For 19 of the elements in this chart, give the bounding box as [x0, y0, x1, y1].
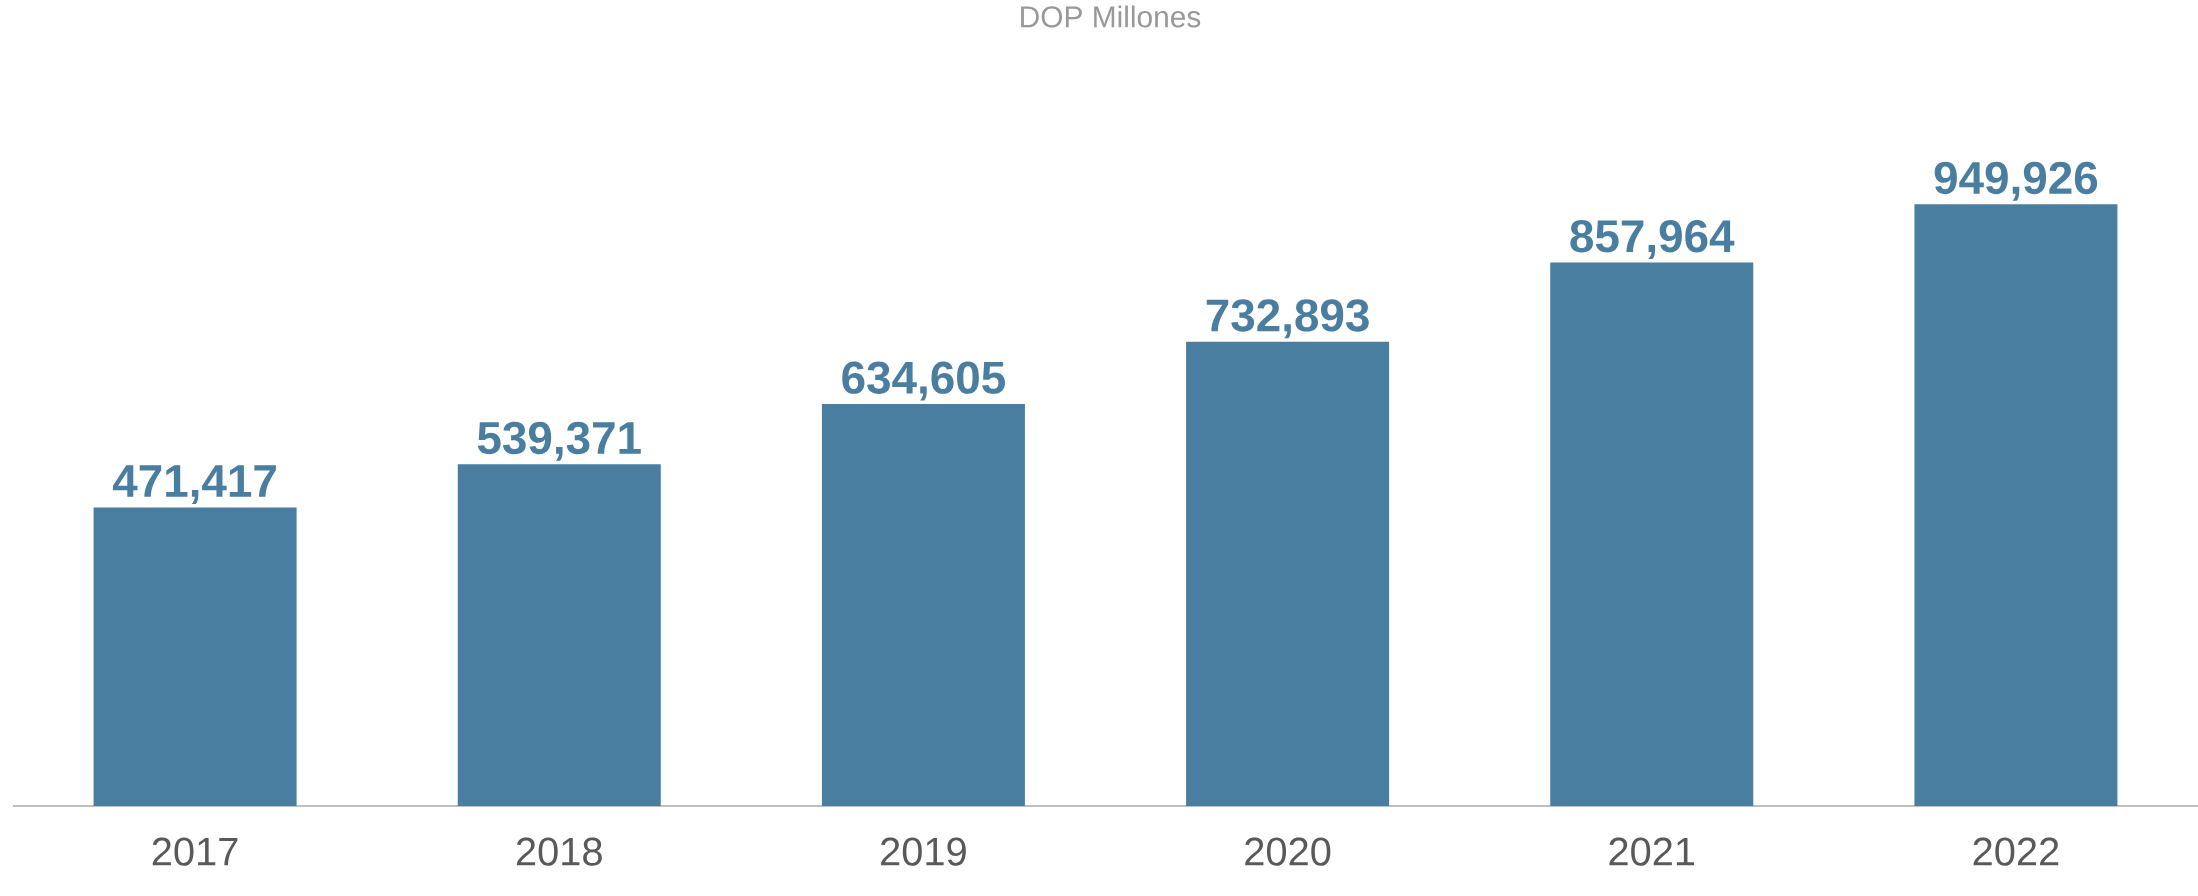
x-tick-label: 2017 — [152, 837, 238, 866]
x-tick-label: 2022 — [1973, 837, 2059, 866]
chart-title: DOP Millones — [1021, 5, 1201, 28]
bar — [93, 507, 297, 806]
x-tick-label: 2019 — [881, 837, 966, 866]
bar — [1186, 341, 1390, 806]
data-label: 949,926 — [1934, 161, 2098, 201]
bar — [457, 464, 661, 806]
data-label: 471,417 — [112, 465, 276, 504]
bar — [1914, 204, 2118, 806]
x-tick-label: 2018 — [516, 837, 602, 866]
x-tick-label: 2021 — [1609, 837, 1695, 866]
data-label: 732,893 — [1206, 299, 1369, 339]
x-tick-label: 2020 — [1245, 837, 1331, 866]
data-label: 857,964 — [1570, 219, 1735, 260]
bar — [821, 404, 1025, 806]
bar — [1550, 262, 1754, 806]
data-label: 634,605 — [842, 361, 1005, 401]
data-label: 539,371 — [477, 421, 641, 461]
